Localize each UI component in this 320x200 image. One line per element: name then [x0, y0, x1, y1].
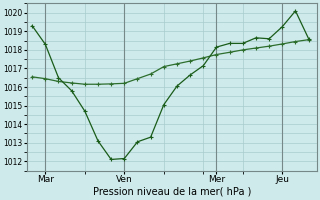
X-axis label: Pression niveau de la mer( hPa ): Pression niveau de la mer( hPa )	[92, 187, 251, 197]
